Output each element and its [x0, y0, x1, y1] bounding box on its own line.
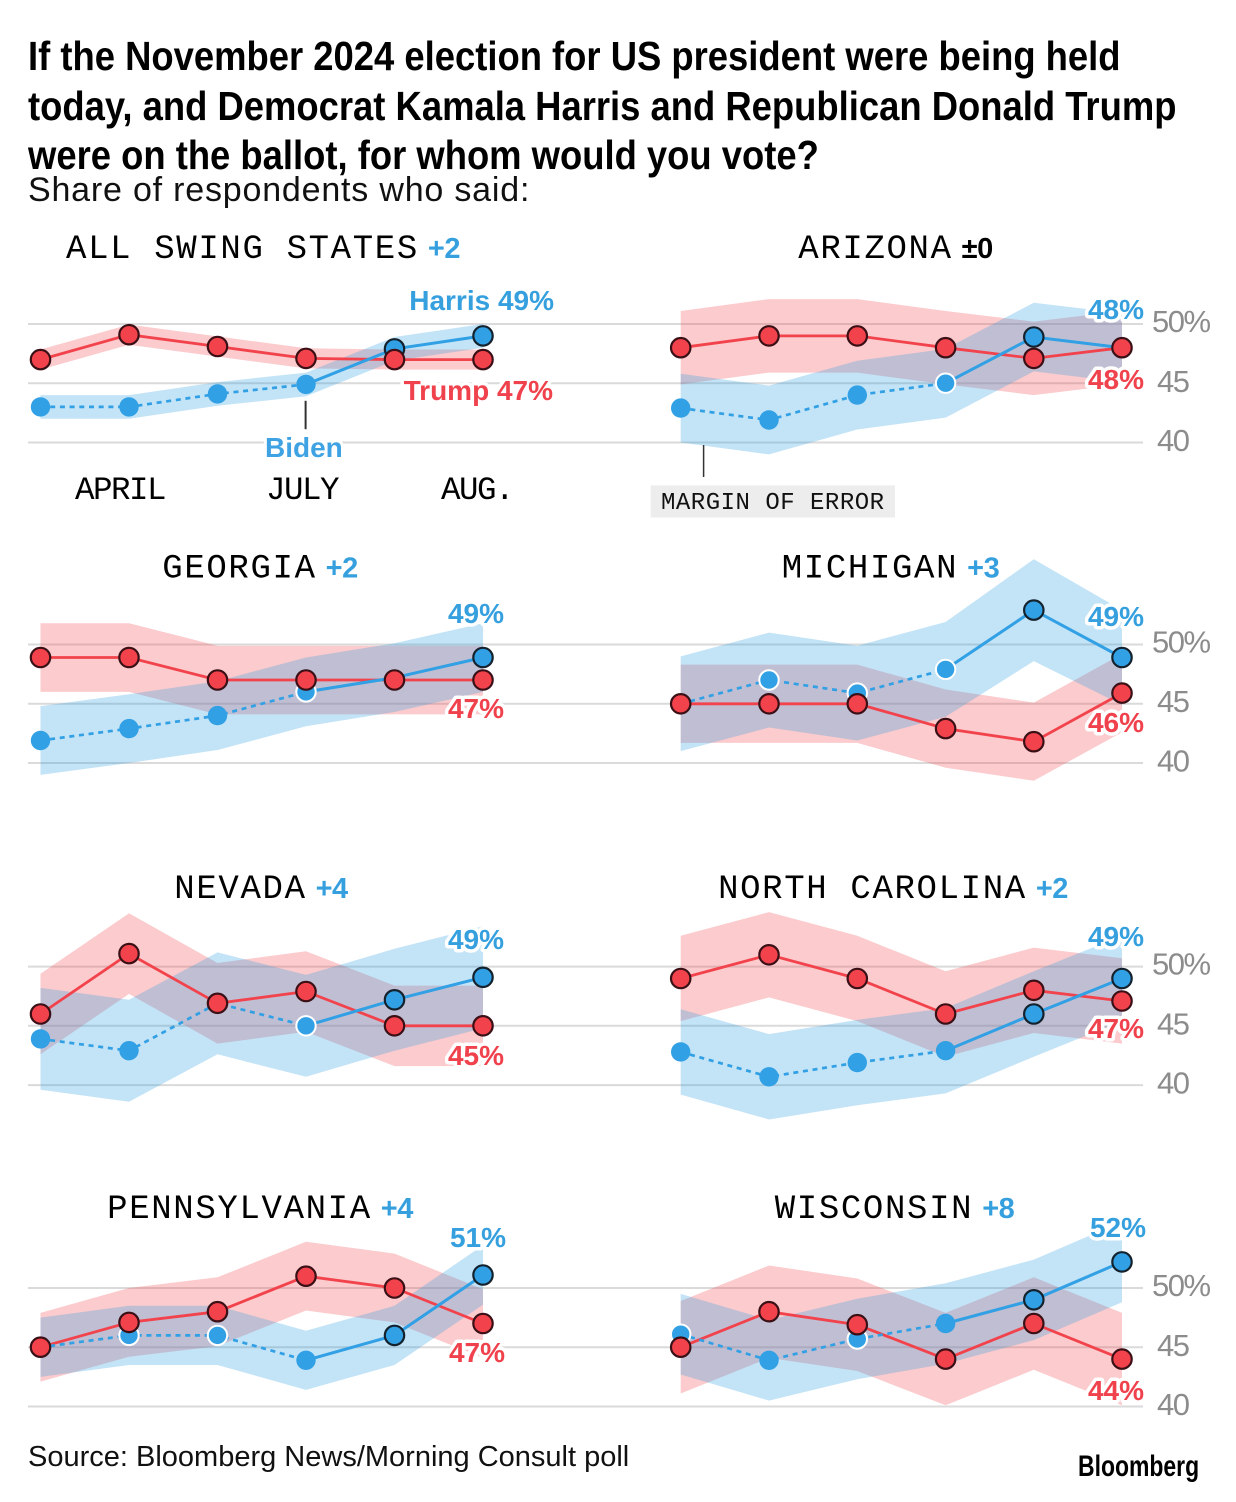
- svg-text:APRIL: APRIL: [75, 472, 165, 509]
- svg-text:GEORGIA+2: GEORGIA +2: [162, 551, 357, 589]
- svg-text:50%: 50%: [1152, 304, 1210, 339]
- svg-text:45%: 45%: [448, 1040, 504, 1071]
- svg-text:Biden: Biden: [265, 432, 343, 463]
- svg-text:46%: 46%: [1088, 707, 1144, 738]
- svg-text:51%: 51%: [450, 1222, 506, 1253]
- svg-text:47%: 47%: [1088, 1013, 1144, 1044]
- svg-text:50%: 50%: [1152, 625, 1210, 660]
- svg-text:Trump 47%: Trump 47%: [404, 375, 553, 406]
- svg-text:ALL SWING STATES+2: ALL SWING STATES +2: [66, 231, 460, 269]
- svg-text:49%: 49%: [1088, 921, 1144, 952]
- svg-text:NORTH CAROLINA+2: NORTH CAROLINA +2: [718, 871, 1068, 909]
- svg-text:PENNSYLVANIA+4: PENNSYLVANIA +4: [107, 1191, 413, 1229]
- svg-text:52%: 52%: [1090, 1212, 1146, 1243]
- svg-text:48%: 48%: [1088, 364, 1144, 395]
- svg-text:MARGIN OF ERROR: MARGIN OF ERROR: [661, 490, 885, 517]
- svg-text:45: 45: [1157, 364, 1189, 399]
- svg-text:47%: 47%: [449, 1337, 505, 1368]
- svg-text:Harris 49%: Harris 49%: [409, 285, 554, 316]
- svg-text:45: 45: [1157, 684, 1189, 719]
- svg-text:40: 40: [1157, 1066, 1190, 1101]
- svg-text:AUG.: AUG.: [441, 472, 513, 509]
- svg-text:44%: 44%: [1088, 1375, 1144, 1406]
- svg-text:40: 40: [1157, 744, 1190, 779]
- svg-text:49%: 49%: [1088, 601, 1144, 632]
- svg-text:NEVADA+4: NEVADA +4: [174, 871, 348, 909]
- svg-text:ARIZONA±0: ARIZONA ±0: [798, 231, 992, 269]
- svg-text:49%: 49%: [448, 924, 504, 955]
- svg-text:40: 40: [1157, 1387, 1190, 1422]
- svg-text:45: 45: [1157, 1006, 1189, 1041]
- svg-text:40: 40: [1157, 423, 1190, 458]
- svg-text:50%: 50%: [1152, 1268, 1210, 1303]
- svg-text:45: 45: [1157, 1328, 1189, 1363]
- svg-text:50%: 50%: [1152, 947, 1210, 982]
- svg-text:48%: 48%: [1088, 294, 1144, 325]
- svg-text:MICHIGAN+3: MICHIGAN +3: [782, 551, 1000, 589]
- svg-text:WISCONSIN+8: WISCONSIN +8: [775, 1191, 1015, 1229]
- svg-text:47%: 47%: [448, 693, 504, 724]
- svg-text:JULY: JULY: [266, 472, 339, 509]
- svg-text:49%: 49%: [448, 598, 504, 629]
